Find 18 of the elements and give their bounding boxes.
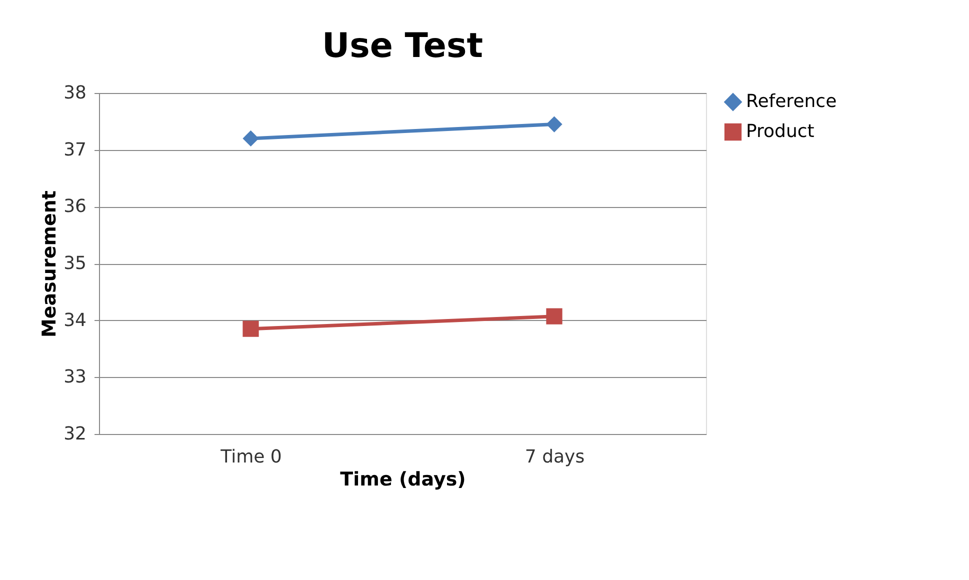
y-axis-title: Measurement [38,190,61,338]
y-tick-label: 37 [64,139,86,160]
legend-label: Product [746,121,814,142]
point [546,308,562,324]
point [242,130,259,147]
y-tick-label: 34 [64,310,86,331]
y-tick-label: 36 [64,196,86,218]
y-tick-label: 33 [64,366,86,388]
point [546,116,562,132]
y-tick-label: 38 [64,82,86,104]
x-tick-label: 7 days [524,446,585,468]
point [242,320,259,337]
y-tick-label: 35 [64,253,86,274]
x-tick-label: Time 0 [220,446,282,468]
chart-title: Use Test [322,26,483,66]
y-tick-label: 32 [64,424,86,444]
x-axis-title: Time (days) [340,468,466,490]
legend-label: Reference [746,91,837,112]
